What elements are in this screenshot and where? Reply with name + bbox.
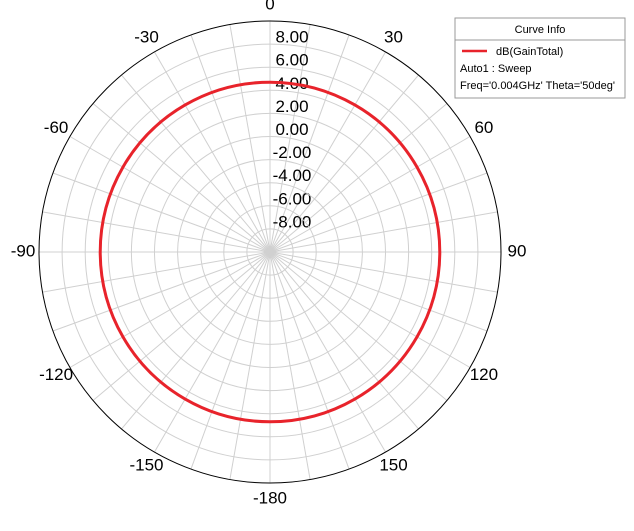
legend-entry: dB(GainTotal) bbox=[496, 46, 563, 58]
grid-ring bbox=[107, 89, 433, 415]
grid-ring bbox=[61, 43, 479, 461]
legend-line: Freq='0.004GHz' Theta='50deg' bbox=[460, 80, 615, 92]
grid-ring bbox=[177, 159, 363, 345]
r-tick-label: -4.00 bbox=[273, 166, 312, 185]
grid-ring bbox=[130, 112, 410, 392]
r-tick-label: -8.00 bbox=[273, 212, 312, 231]
theta-tick-label: 90 bbox=[508, 241, 527, 260]
grid-ring bbox=[154, 136, 386, 368]
theta-tick-label: -150 bbox=[129, 455, 163, 474]
grid-ring bbox=[200, 182, 340, 322]
r-tick-label: 6.00 bbox=[275, 51, 308, 70]
legend-line: Auto1 : Sweep bbox=[460, 63, 532, 75]
plot: -8.00-6.00-4.00-2.000.002.004.006.008.00… bbox=[11, 0, 527, 507]
r-tick-label: 0.00 bbox=[275, 120, 308, 139]
theta-tick-label: -90 bbox=[11, 241, 36, 260]
r-tick-label: -6.00 bbox=[273, 189, 312, 208]
outer-ring bbox=[38, 20, 502, 484]
theta-tick-label: 60 bbox=[474, 118, 493, 137]
theta-tick-label: -30 bbox=[134, 28, 159, 47]
r-tick-label: 2.00 bbox=[275, 97, 308, 116]
grid-ring bbox=[246, 228, 294, 276]
grid-ring bbox=[84, 66, 456, 438]
r-tick-label: 8.00 bbox=[275, 28, 308, 47]
r-tick-label: -2.00 bbox=[273, 143, 312, 162]
theta-tick-label: -60 bbox=[44, 118, 69, 137]
theta-tick-label: 150 bbox=[379, 455, 407, 474]
theta-tick-label: 120 bbox=[470, 365, 498, 384]
theta-tick-label: -120 bbox=[39, 365, 73, 384]
theta-tick-label: 30 bbox=[384, 28, 403, 47]
legend-title: Curve Info bbox=[515, 24, 566, 36]
legend-box bbox=[454, 17, 626, 99]
theta-tick-label: 0 bbox=[265, 0, 274, 13]
grid-ring bbox=[223, 205, 317, 299]
theta-tick-label: -180 bbox=[253, 488, 287, 507]
series-line bbox=[98, 80, 442, 424]
